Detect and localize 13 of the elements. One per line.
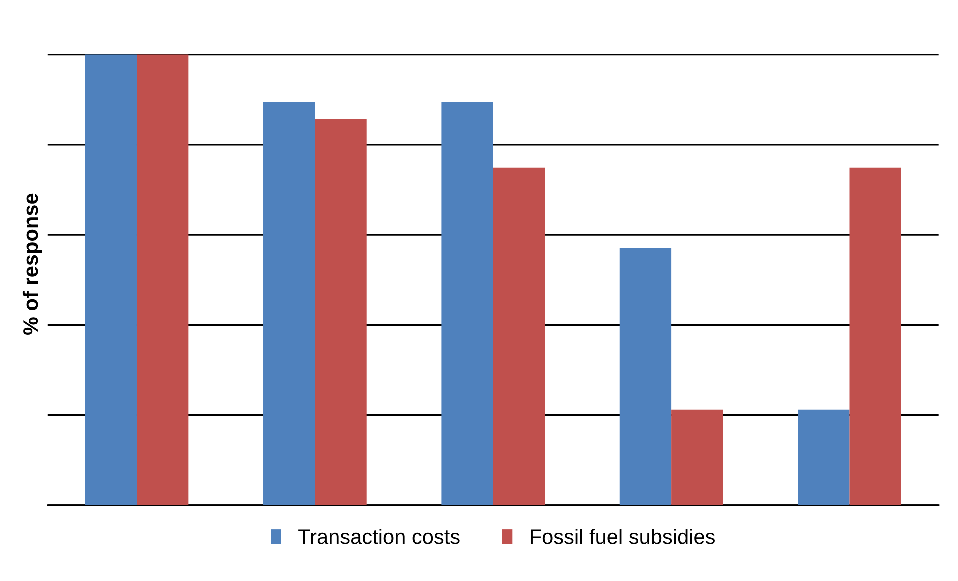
legend-label: Transaction costs [298, 529, 460, 544]
bar [672, 410, 724, 506]
bar [493, 168, 546, 506]
bar [85, 54, 137, 506]
bar [442, 102, 494, 506]
bar [264, 102, 316, 506]
bar [620, 248, 672, 506]
bar [798, 410, 850, 506]
bar [136, 54, 189, 506]
bar [850, 168, 902, 506]
bar [315, 119, 367, 506]
legend-label: Fossil fuel subsidies [531, 529, 715, 544]
y-axis-title: % of response [22, 194, 42, 336]
